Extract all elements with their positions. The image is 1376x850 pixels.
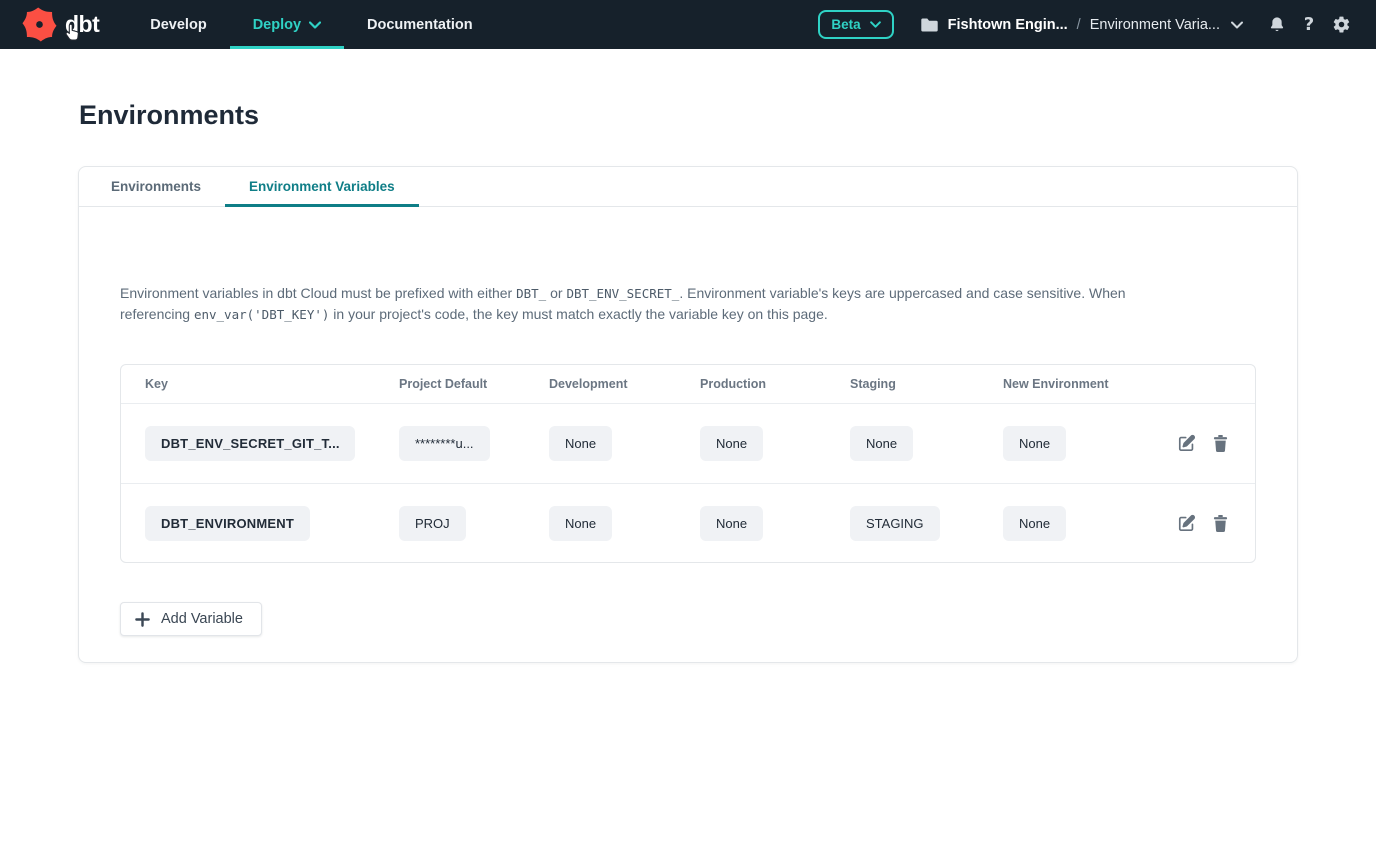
chevron-down-icon bbox=[869, 21, 881, 28]
tab-environments[interactable]: Environments bbox=[111, 179, 202, 194]
column-header-key: Key bbox=[145, 377, 168, 391]
plus-icon bbox=[135, 611, 150, 627]
value-new-environment: None bbox=[1003, 426, 1067, 461]
dbt-logo-icon bbox=[21, 6, 58, 43]
bell-icon[interactable] bbox=[1267, 15, 1287, 35]
folder-icon bbox=[920, 17, 939, 33]
dbt-logo-text: dbt bbox=[65, 11, 100, 37]
column-header-staging: Staging bbox=[850, 377, 896, 391]
tab-bar: Environments Environment Variables bbox=[79, 167, 1297, 207]
description-text: Environment variables in dbt Cloud must … bbox=[120, 285, 1126, 322]
value-production: None bbox=[700, 505, 764, 541]
main-content: Environments Environments Environment Va… bbox=[78, 100, 1298, 663]
tab-panel-environment-variables: Environment variables in dbt Cloud must … bbox=[79, 207, 1297, 662]
environment-variables-table: Key Project Default Development Producti… bbox=[120, 364, 1256, 563]
gear-icon[interactable] bbox=[1331, 15, 1351, 35]
value-staging: STAGING bbox=[850, 505, 940, 541]
breadcrumb-separator: / bbox=[1076, 16, 1081, 33]
top-nav: dbt Develop Deploy Documentation Beta bbox=[0, 0, 1376, 49]
value-new-environment: None bbox=[1003, 505, 1067, 541]
add-variable-button[interactable]: Add Variable bbox=[120, 602, 262, 636]
nav-item-develop[interactable]: Develop bbox=[150, 16, 207, 33]
column-header-production: Production bbox=[700, 377, 766, 391]
value-staging: None bbox=[850, 426, 914, 461]
value-production: None bbox=[700, 426, 764, 461]
row-actions bbox=[1177, 434, 1255, 453]
help-icon[interactable]: ? bbox=[1303, 14, 1315, 35]
page-title: Environments bbox=[79, 100, 260, 130]
breadcrumb-current: Environment Varia... bbox=[1089, 16, 1220, 33]
row-actions bbox=[1177, 514, 1255, 533]
value-development: None bbox=[549, 426, 613, 461]
table-header-row: Key Project Default Development Producti… bbox=[121, 365, 1255, 404]
column-header-new-environment: New Environment bbox=[1003, 377, 1109, 391]
table-row: DBT_ENVIRONMENT PROJ None None STAGING N… bbox=[121, 483, 1255, 562]
value-project-default: PROJ bbox=[399, 505, 466, 541]
variable-key: DBT_ENV_SECRET_GIT_T... bbox=[145, 426, 355, 461]
code-dbt-env-secret-prefix: DBT_ENV_SECRET_ bbox=[566, 286, 680, 301]
column-header-development: Development bbox=[549, 377, 628, 391]
chevron-down-icon bbox=[1231, 21, 1243, 29]
variable-key: DBT_ENVIRONMENT bbox=[145, 505, 311, 541]
trash-icon[interactable] bbox=[1211, 434, 1230, 453]
edit-icon[interactable] bbox=[1177, 434, 1196, 453]
beta-dropdown[interactable]: Beta bbox=[818, 10, 894, 39]
tab-environment-variables[interactable]: Environment Variables bbox=[225, 167, 419, 207]
code-dbt-prefix: DBT_ bbox=[516, 286, 547, 301]
nav-right: Beta Fishtown Engin... / Environment Var… bbox=[818, 0, 1376, 49]
primary-nav: Develop Deploy Documentation bbox=[127, 0, 495, 49]
code-env-var: env_var('DBT_KEY') bbox=[193, 307, 330, 322]
table-row: DBT_ENV_SECRET_GIT_T... ********u... Non… bbox=[121, 404, 1255, 483]
trash-icon[interactable] bbox=[1211, 514, 1230, 533]
nav-item-documentation[interactable]: Documentation bbox=[367, 16, 473, 33]
dbt-logo[interactable]: dbt bbox=[0, 0, 127, 49]
breadcrumb-account: Fishtown Engin... bbox=[947, 16, 1068, 33]
environments-card: Environments Environment Variables Envir… bbox=[78, 166, 1298, 663]
nav-utility-icons: ? bbox=[1267, 14, 1351, 35]
column-header-project-default: Project Default bbox=[399, 377, 488, 391]
nav-item-deploy[interactable]: Deploy bbox=[229, 0, 345, 49]
chevron-down-icon bbox=[309, 20, 322, 29]
value-development: None bbox=[549, 505, 613, 541]
breadcrumb[interactable]: Fishtown Engin... / Environment Varia... bbox=[920, 17, 1243, 33]
value-project-default: ********u... bbox=[399, 426, 490, 461]
edit-icon[interactable] bbox=[1177, 514, 1196, 533]
